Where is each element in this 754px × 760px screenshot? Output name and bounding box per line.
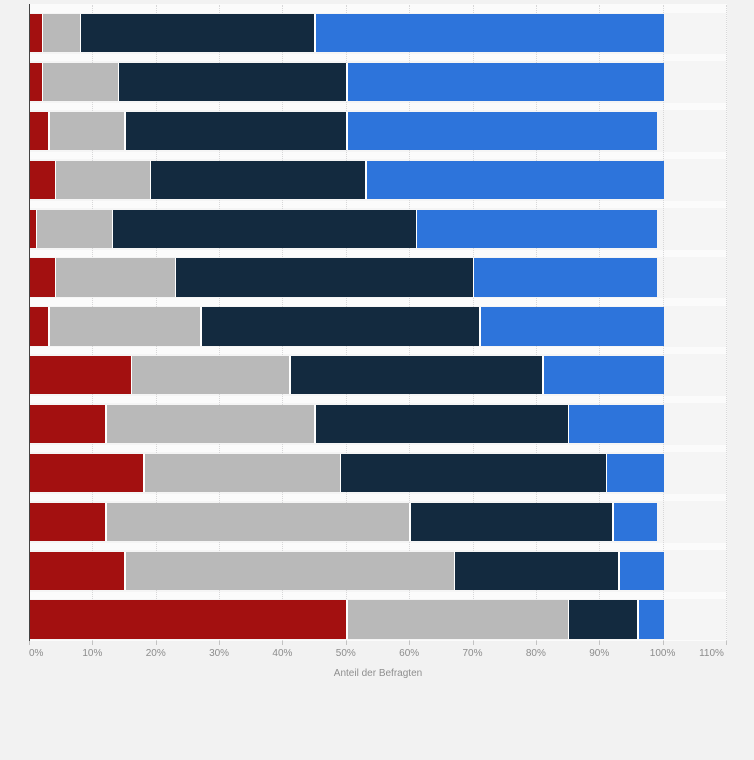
bar-segment-dark_red[interactable] <box>30 600 347 639</box>
bar-segment-gray[interactable] <box>56 160 150 200</box>
bar-segment-dark_navy[interactable] <box>119 63 347 102</box>
x-axis-tick <box>472 641 474 645</box>
x-axis-label: 60% <box>399 648 420 659</box>
x-axis-label: 70% <box>462 648 483 659</box>
x-axis-label: 20% <box>145 648 166 659</box>
bar-segment-dark_navy[interactable] <box>125 111 347 151</box>
bar-row <box>30 111 658 151</box>
x-axis-tick <box>282 641 284 645</box>
bar-segment-gray[interactable] <box>49 111 125 151</box>
stacked-bar-chart: 0% 10% 20% 30% 40% 50% 60% 70% 80% 90% 100% 110% An… <box>29 4 727 679</box>
bar-segment-gray[interactable] <box>125 551 454 590</box>
x-axis-tick <box>409 641 411 645</box>
bar-segment-blue[interactable] <box>347 63 664 102</box>
bar-segment-gray[interactable] <box>43 63 118 102</box>
bar-segment-dark_red[interactable] <box>30 356 131 395</box>
x-axis-label: 0% <box>29 648 44 659</box>
x-axis-label: 80% <box>525 648 546 659</box>
bar-segment-gray[interactable] <box>49 307 201 346</box>
bar-segment-dark_red[interactable] <box>30 453 144 493</box>
bar-row <box>30 453 664 493</box>
bar-segment-gray[interactable] <box>106 405 315 444</box>
bar-row <box>30 600 664 639</box>
bar-segment-dark_red[interactable] <box>30 209 36 248</box>
bar-row <box>30 160 664 200</box>
x-axis-label: 10% <box>82 648 103 659</box>
bar-segment-blue[interactable] <box>480 307 664 346</box>
x-axis-label: 50% <box>335 648 356 659</box>
bar-segment-blue[interactable] <box>315 14 664 53</box>
bar-segment-gray[interactable] <box>37 209 112 248</box>
bar-segment-gray[interactable] <box>43 14 80 53</box>
bar-row <box>30 14 664 53</box>
x-axis-tick <box>535 641 537 645</box>
bar-segment-blue[interactable] <box>613 502 658 541</box>
x-axis-tick <box>92 641 94 645</box>
bar-segment-gray[interactable] <box>347 600 568 639</box>
x-axis-label: 90% <box>589 648 610 659</box>
x-axis-tick <box>29 641 30 645</box>
bar-segment-blue[interactable] <box>607 453 664 493</box>
bar-segment-blue[interactable] <box>417 209 658 248</box>
x-axis-tick <box>662 641 664 645</box>
bar-segment-gray[interactable] <box>106 502 410 541</box>
gridline <box>725 5 727 641</box>
bar-segment-blue[interactable] <box>619 551 664 590</box>
plot-area <box>29 4 727 641</box>
bar-segment-dark_navy[interactable] <box>201 307 480 346</box>
bar-segment-dark_red[interactable] <box>30 405 106 444</box>
bar-segment-dark_navy[interactable] <box>315 405 568 444</box>
bar-row <box>30 356 664 395</box>
x-axis-tick <box>725 641 727 645</box>
bar-segment-dark_red[interactable] <box>30 307 49 346</box>
bar-segment-blue[interactable] <box>639 600 664 639</box>
bar-segment-dark_red[interactable] <box>30 63 42 102</box>
x-axis-label: 100% <box>649 648 676 659</box>
bar-segment-dark_red[interactable] <box>30 502 106 541</box>
bar-segment-dark_navy[interactable] <box>569 600 638 639</box>
bar-row <box>30 63 664 102</box>
x-axis-title: Anteil der Befragten <box>333 668 423 679</box>
bar-segment-dark_red[interactable] <box>30 14 42 53</box>
bar-segment-dark_navy[interactable] <box>151 160 366 200</box>
bar-segment-dark_red[interactable] <box>30 160 55 200</box>
bar-segment-gray[interactable] <box>56 258 175 297</box>
bar-row <box>30 405 664 444</box>
bar-row <box>30 502 658 541</box>
bar-row <box>30 551 664 590</box>
bar-segment-dark_navy[interactable] <box>410 502 613 541</box>
x-axis-tick <box>219 641 221 645</box>
bar-segment-dark_red[interactable] <box>30 258 55 297</box>
bar-row <box>30 258 658 297</box>
x-axis-tick <box>345 641 347 645</box>
y-axis-line <box>29 4 30 644</box>
bar-segment-dark_navy[interactable] <box>341 453 606 493</box>
bar-segment-blue[interactable] <box>366 160 664 200</box>
x-axis-label: 30% <box>209 648 230 659</box>
x-axis-label: 110% <box>699 648 724 659</box>
bar-segment-blue[interactable] <box>569 405 664 444</box>
bar-segment-dark_navy[interactable] <box>176 258 473 297</box>
bar-segment-blue[interactable] <box>474 258 658 297</box>
bar-segment-blue[interactable] <box>543 356 664 395</box>
bar-segment-blue[interactable] <box>347 111 658 151</box>
bar-segment-dark_navy[interactable] <box>290 356 543 395</box>
bar-segment-dark_navy[interactable] <box>81 14 315 53</box>
bar-segment-dark_red[interactable] <box>30 111 49 151</box>
x-axis-label: 40% <box>272 648 293 659</box>
bar-row <box>30 209 658 248</box>
bar-segment-gray[interactable] <box>144 453 340 493</box>
bar-row <box>30 307 664 346</box>
bar-segment-dark_red[interactable] <box>30 551 125 590</box>
bar-segment-gray[interactable] <box>132 356 290 395</box>
bar-segment-dark_navy[interactable] <box>455 551 619 590</box>
x-axis-tick <box>599 641 601 645</box>
bar-segment-dark_navy[interactable] <box>113 209 416 248</box>
x-axis-tick <box>155 641 157 645</box>
